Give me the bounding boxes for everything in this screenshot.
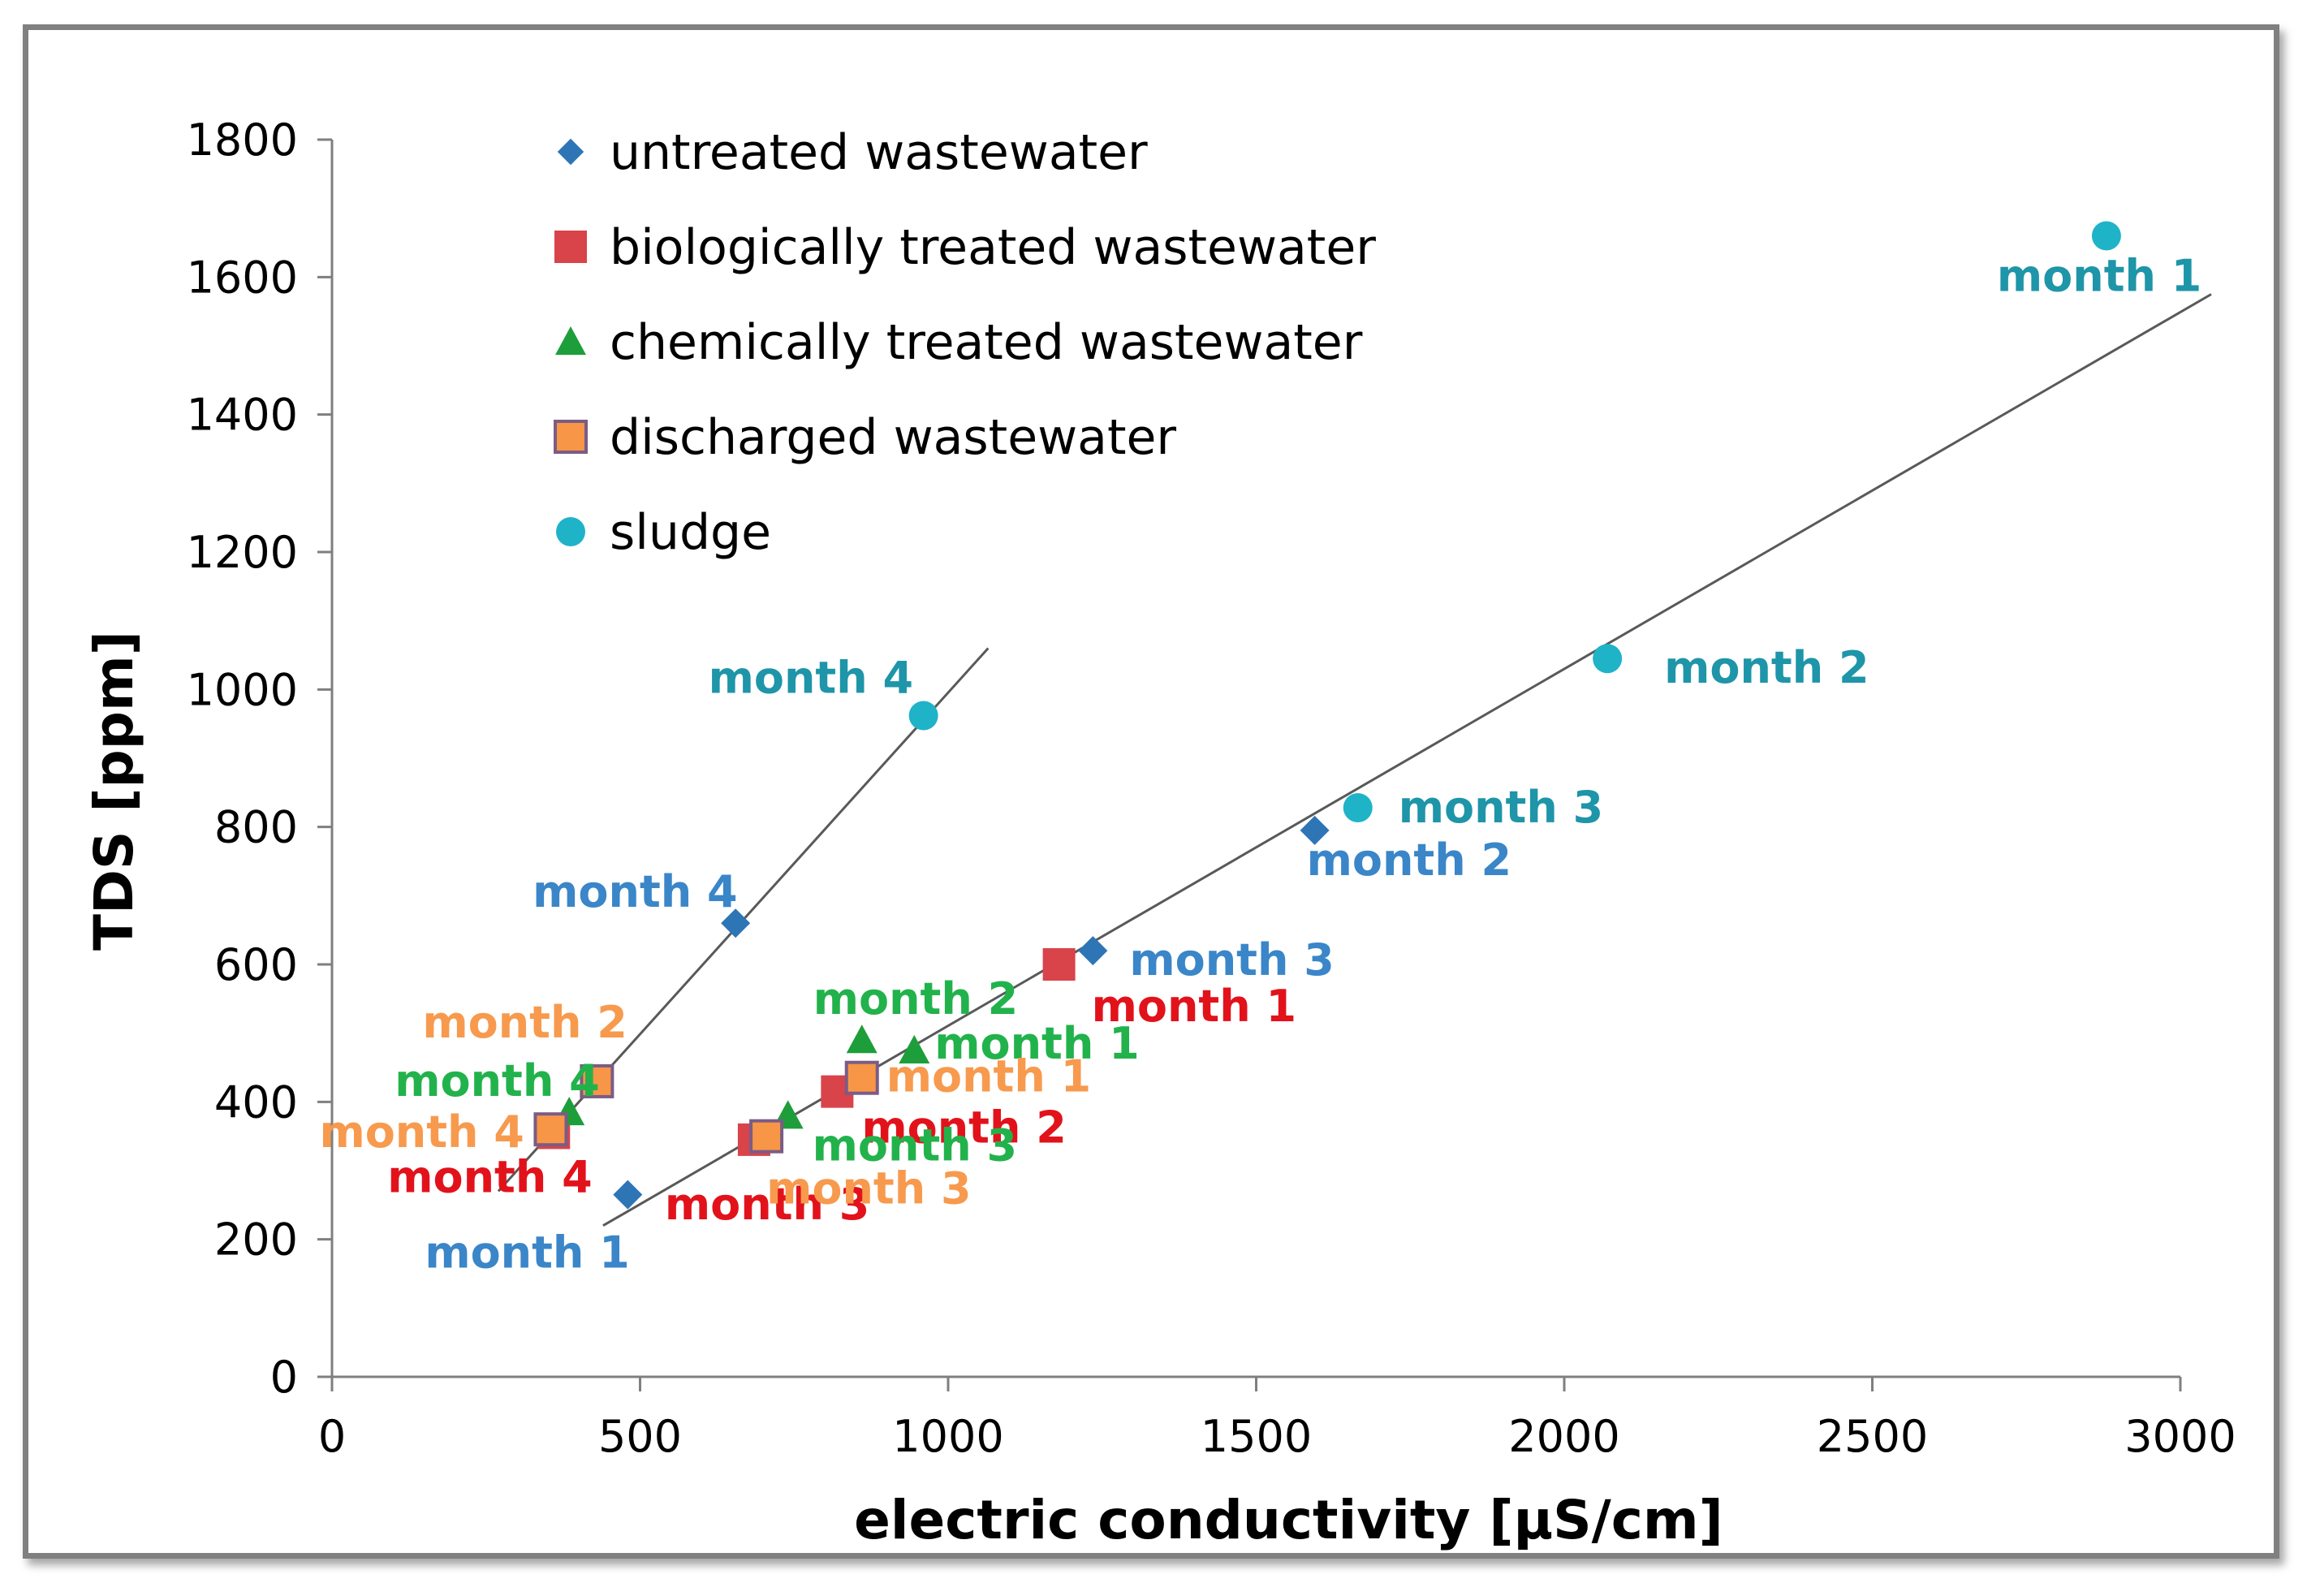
point-label: month 4 [533, 866, 737, 917]
point-label: month 2 [1307, 835, 1511, 886]
triangle-marker [555, 326, 586, 356]
diamond-marker [1078, 936, 1108, 966]
diamond-marker [557, 138, 584, 166]
legend-entry: sludge [610, 504, 771, 561]
triangle-marker [899, 1034, 930, 1063]
outlined-square-marker [749, 1119, 784, 1154]
scatter-chart: 0 200 400 600 800 1000 1200 1400 1600 1800 0 500 100… [83, 114, 2236, 1551]
x-tick-label: 500 [598, 1411, 682, 1462]
data-points [533, 221, 2121, 1210]
x-tick-label: 1000 [892, 1411, 1003, 1462]
point-label: month 2 [1664, 642, 1869, 693]
y-tick-label: 0 [270, 1352, 298, 1403]
triangle-marker [846, 1024, 878, 1054]
legend-entry: chemically treated wastewater [610, 314, 1363, 371]
y-tick-label: 1600 [187, 252, 298, 303]
point-label: month 4 [319, 1106, 524, 1158]
legend: untreated wastewater biologically treated… [554, 124, 1376, 561]
outlined-square-marker [580, 1063, 614, 1098]
point-label: month 4 [709, 653, 913, 704]
point-label: month 1 [886, 1051, 1091, 1102]
circle-marker [2091, 221, 2121, 251]
y-tick-label: 1800 [187, 114, 298, 166]
point-label: month 4 [387, 1151, 592, 1202]
point-label: month 3 [813, 1119, 1017, 1171]
circle-marker [556, 517, 585, 546]
x-axis-title: electric conductivity [µS/cm] [854, 1489, 1723, 1551]
y-tick-label: 800 [214, 802, 298, 853]
diamond-marker [1300, 815, 1330, 845]
point-label: month 2 [861, 1102, 1066, 1154]
y-tick-label: 200 [214, 1214, 298, 1266]
point-label: month 1 [1997, 251, 2201, 302]
outlined-square-marker [844, 1060, 879, 1095]
point-label: month 3 [1129, 934, 1334, 986]
x-tick-label: 2500 [1817, 1411, 1928, 1462]
point-label: month 1 [1092, 981, 1296, 1032]
diamond-marker [721, 908, 751, 938]
point-label: month 4 [395, 1055, 599, 1106]
circle-marker [908, 701, 938, 731]
point-label: month 2 [813, 973, 1018, 1024]
circle-marker [1593, 644, 1623, 674]
outlined-square-marker [533, 1112, 568, 1147]
x-tick-label: 0 [318, 1411, 346, 1462]
square-marker [1042, 948, 1076, 981]
chart-frame: 0 200 400 600 800 1000 1200 1400 1600 1800 0 500 100… [23, 24, 2279, 1559]
x-tick-label: 3000 [2124, 1411, 2236, 1462]
point-label: month 2 [422, 997, 627, 1048]
x-tick-label: 2000 [1508, 1411, 1619, 1462]
point-label: month 3 [766, 1163, 971, 1214]
square-marker [554, 231, 587, 263]
legend-entry: discharged wastewater [610, 409, 1176, 466]
y-tick-label: 1200 [187, 527, 298, 578]
y-tick-label: 1400 [187, 390, 298, 441]
point-label: month 1 [934, 1018, 1139, 1069]
point-label: month 3 [665, 1179, 869, 1230]
x-tick-label: 1500 [1201, 1411, 1312, 1462]
y-tick-label: 600 [214, 939, 298, 990]
legend-entry: untreated wastewater [610, 124, 1148, 181]
diamond-marker [613, 1180, 643, 1210]
point-label: month 1 [425, 1227, 629, 1279]
circle-marker [1343, 792, 1373, 822]
tick-labels: 0 200 400 600 800 1000 1200 1400 1600 1800 0 500 100… [187, 114, 2236, 1462]
y-tick-label: 400 [214, 1076, 298, 1128]
axes [317, 138, 2182, 1391]
y-tick-label: 1000 [187, 664, 298, 715]
y-axis-title: TDS [ppm] [83, 631, 145, 951]
point-label: month 3 [1399, 782, 1603, 833]
outlined-square-marker [554, 420, 588, 454]
legend-entry: biologically treated wastewater [610, 219, 1376, 276]
